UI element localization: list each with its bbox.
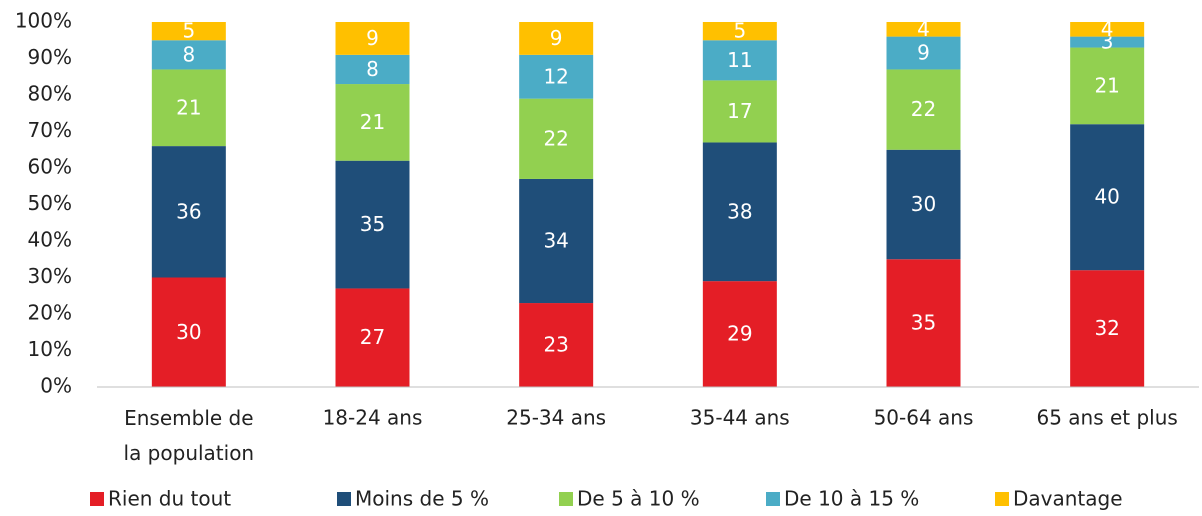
bar-segment <box>519 98 594 179</box>
data-label: 34 <box>543 229 568 253</box>
y-tick-label: 40% <box>28 228 72 252</box>
x-tick-label: 35-44 ans <box>690 406 790 430</box>
x-tick-label: Ensemble de la population <box>124 406 255 465</box>
x-tick-label: 25-34 ans <box>506 406 606 430</box>
y-tick-label: 20% <box>28 301 72 325</box>
bar-segment <box>335 54 410 85</box>
y-tick-label: 0% <box>40 374 72 398</box>
legend-swatch <box>90 492 104 506</box>
legend-label: De 5 à 10 % <box>577 487 700 511</box>
data-label: 4 <box>1101 17 1114 41</box>
data-label: 32 <box>1094 316 1119 340</box>
data-label: 40 <box>1094 185 1119 209</box>
bar-segment <box>702 22 777 41</box>
x-tick-label: 65 ans et plus <box>1036 406 1177 430</box>
bar-segment <box>519 178 594 304</box>
y-tick-label: 10% <box>28 337 72 361</box>
data-label: 35 <box>360 212 385 236</box>
data-label: 12 <box>543 64 568 88</box>
data-label: 36 <box>176 199 201 223</box>
data-label: 8 <box>182 42 195 66</box>
data-label: 23 <box>543 333 568 357</box>
data-label: 21 <box>1094 73 1119 97</box>
data-label: 29 <box>727 322 752 346</box>
bar-segment <box>519 303 594 387</box>
legend-label: Davantage <box>1013 487 1123 511</box>
bar-segment <box>702 40 777 81</box>
data-label: 4 <box>917 17 930 41</box>
data-label: 38 <box>727 199 752 223</box>
y-tick-label: 90% <box>28 45 72 69</box>
bar-segment <box>151 146 226 278</box>
bar-segment <box>1070 124 1145 271</box>
y-tick-label: 80% <box>28 82 72 106</box>
bar-segment <box>335 288 410 387</box>
bar-segment <box>886 36 961 70</box>
bar-segment <box>1070 36 1145 48</box>
data-label: 11 <box>727 48 752 72</box>
bar-segment <box>702 142 777 282</box>
data-label: 22 <box>543 126 568 150</box>
bar-segment <box>519 22 594 55</box>
data-label: 9 <box>366 26 379 50</box>
bar-segment <box>1070 47 1145 125</box>
legend-swatch <box>766 492 780 506</box>
data-label: 5 <box>733 19 746 43</box>
legend-swatch <box>559 492 573 506</box>
data-label: 30 <box>911 192 936 216</box>
data-label: 35 <box>911 311 936 335</box>
bar-segment <box>886 22 961 37</box>
bar-segment <box>702 281 777 387</box>
data-label: 5 <box>182 19 195 43</box>
bar-segment <box>151 40 226 70</box>
data-label: 8 <box>366 57 379 81</box>
bar-segment <box>519 54 594 99</box>
bar-segment <box>886 259 961 387</box>
data-label: 30 <box>176 320 201 344</box>
data-label: 17 <box>727 99 752 123</box>
bar-segment <box>886 149 961 260</box>
bar-segment <box>151 22 226 41</box>
bar-segment <box>151 277 226 387</box>
legend-swatch <box>995 492 1009 506</box>
data-label: 27 <box>360 325 385 349</box>
data-label: 9 <box>550 26 563 50</box>
bar-segment <box>335 84 410 161</box>
x-tick-label: 50-64 ans <box>874 406 974 430</box>
bar-segment <box>886 69 961 150</box>
y-tick-label: 60% <box>28 155 72 179</box>
legend-swatch <box>337 492 351 506</box>
bar-segment <box>335 160 410 289</box>
data-label: 22 <box>911 97 936 121</box>
bar-segment <box>151 69 226 147</box>
legend-label: Moins de 5 % <box>355 487 489 511</box>
data-label: 9 <box>917 41 930 65</box>
y-tick-label: 50% <box>28 191 72 215</box>
bar-segment <box>1070 270 1145 387</box>
data-label: 21 <box>360 110 385 134</box>
bar-segment <box>335 22 410 55</box>
bar-segment <box>1070 22 1145 37</box>
y-tick-label: 100% <box>15 9 72 33</box>
data-label: 21 <box>176 95 201 119</box>
y-tick-label: 70% <box>28 118 72 142</box>
legend-label: De 10 à 15 % <box>784 487 919 511</box>
bar-segment <box>702 80 777 143</box>
legend-label: Rien du tout <box>108 487 231 511</box>
x-tick-label: 18-24 ans <box>323 406 423 430</box>
y-tick-label: 30% <box>28 264 72 288</box>
